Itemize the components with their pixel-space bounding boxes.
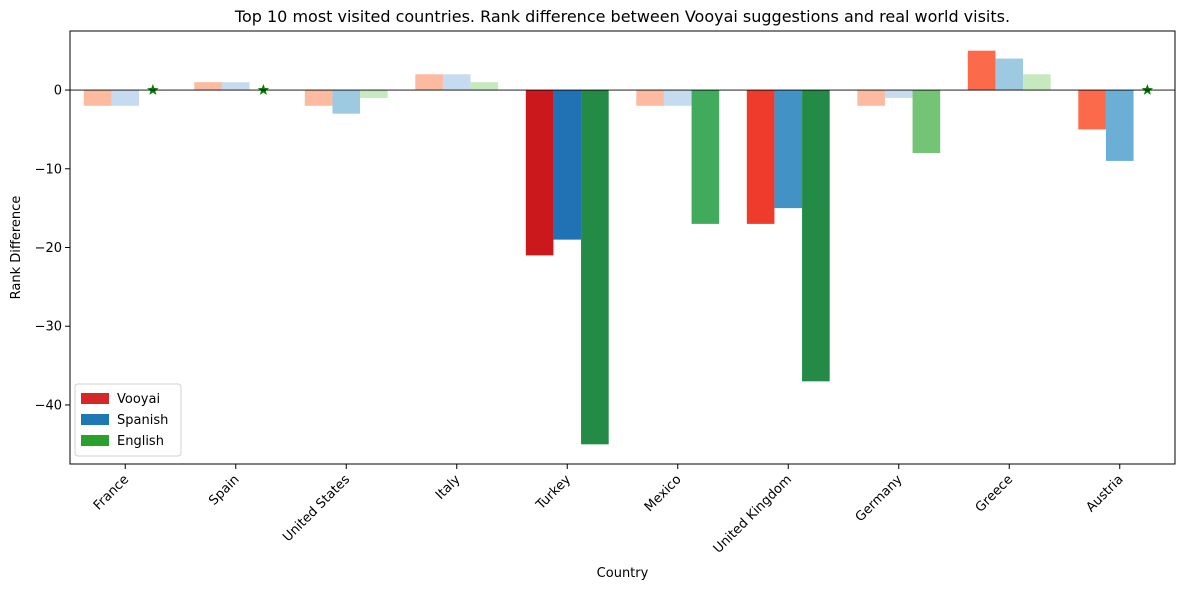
x-tick-label: Turkey: [533, 472, 574, 513]
y-tick-label: 0: [54, 84, 62, 99]
chart-title: Top 10 most visited countries. Rank diff…: [234, 7, 1010, 26]
plot-frame: [69, 30, 1176, 465]
x-tick-label: Greece: [973, 472, 1016, 515]
x-tick-label: Mexico: [642, 472, 685, 515]
star-marker-austria: [1141, 84, 1154, 95]
bar-vooyai-mexico: [636, 90, 664, 106]
y-tick-label: −20: [35, 241, 62, 256]
legend-swatch-spanish: [81, 414, 109, 425]
bar-spanish-greece: [995, 58, 1024, 91]
x-axis-label: Country: [597, 566, 649, 581]
bar-vooyai-austria: [1078, 90, 1106, 130]
x-tick-label: Austria: [1083, 472, 1126, 515]
x-tick-label: United Kingdom: [711, 472, 795, 556]
x-tick-label: United States: [280, 472, 353, 545]
bar-spanish-united-kingdom: [774, 90, 803, 209]
bar-vooyai-spain: [194, 82, 222, 91]
legend-label-spanish: Spanish: [117, 413, 168, 428]
legend-label-english: English: [117, 434, 164, 449]
legend: Vooyai Spanish English: [74, 383, 182, 457]
y-tick-label: −40: [35, 398, 62, 413]
bars-layer: [83, 50, 1134, 445]
bar-vooyai-germany: [857, 90, 885, 106]
bar-spanish-austria: [1105, 90, 1134, 161]
bar-vooyai-italy: [415, 74, 443, 91]
legend-swatch-vooyai: [81, 393, 109, 404]
y-axis: −40 −30 −20 −10 0: [35, 84, 70, 413]
star-marker-france: [147, 84, 159, 95]
x-axis: France Spain United States Italy Turkey Mexic…: [91, 464, 1127, 557]
bar-spanish-france: [111, 90, 140, 106]
y-tick-label: −30: [35, 320, 62, 335]
x-tick-label: Germany: [853, 472, 906, 525]
bar-vooyai-united-states: [304, 90, 333, 106]
bar-vooyai-france: [83, 90, 112, 106]
y-tick-label: −10: [35, 162, 62, 177]
bar-english-germany: [912, 90, 941, 154]
bar-vooyai-united-kingdom: [746, 90, 775, 224]
bar-english-united-kingdom: [802, 90, 830, 382]
bar-english-turkey: [581, 90, 609, 445]
star-marker-spain: [257, 84, 270, 95]
bar-spanish-mexico: [663, 90, 692, 106]
bar-vooyai-greece: [967, 50, 996, 91]
legend-swatch-english: [81, 435, 109, 446]
bar-spanish-turkey: [553, 90, 582, 240]
star-markers-layer: [147, 84, 1154, 95]
x-tick-label: Spain: [206, 472, 242, 508]
x-tick-label: Italy: [433, 472, 464, 503]
bar-vooyai-turkey: [525, 90, 554, 256]
bar-spanish-italy: [442, 74, 471, 91]
bar-spanish-germany: [884, 90, 913, 98]
x-tick-label: France: [91, 472, 132, 513]
bar-spanish-united-states: [332, 90, 361, 114]
bar-english-greece: [1023, 74, 1051, 91]
bar-english-mexico: [691, 90, 720, 224]
y-axis-label: Rank Difference: [9, 196, 24, 300]
bar-spanish-spain: [221, 82, 250, 91]
bar-english-united-states: [360, 90, 388, 98]
legend-label-vooyai: Vooyai: [117, 392, 160, 407]
bar-english-italy: [470, 82, 499, 91]
